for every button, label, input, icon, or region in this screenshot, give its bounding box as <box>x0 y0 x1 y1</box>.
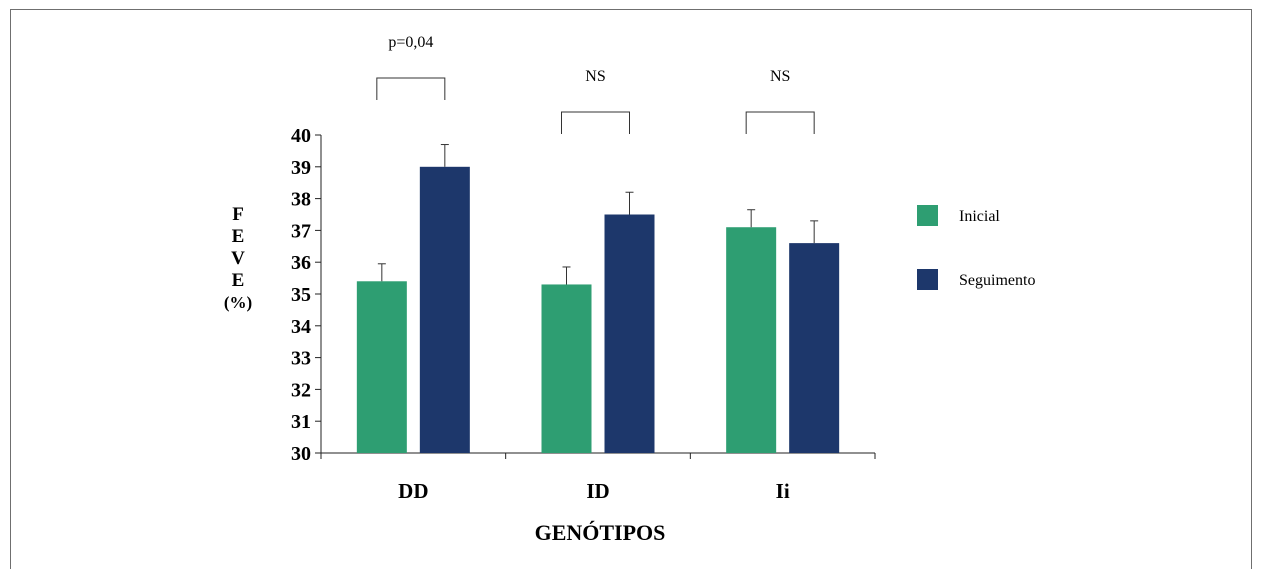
legend-label: Inicial <box>959 208 1000 225</box>
y-axis: 30 31 32 33 34 35 36 37 38 39 40 <box>291 125 322 465</box>
y-tick-label: 40 <box>291 125 311 147</box>
y-tick-label: 34 <box>291 316 311 338</box>
y-tick-label: 37 <box>291 220 311 242</box>
significance-bracket <box>376 77 446 100</box>
chart-frame <box>10 9 1252 569</box>
bar <box>356 281 407 453</box>
y-tick-label: 30 <box>291 443 311 465</box>
x-tick-label: DD <box>398 479 428 503</box>
bar <box>604 214 655 453</box>
x-tick-label: Ii <box>776 479 790 503</box>
y-axis-title-line: E <box>232 270 245 291</box>
legend: Inicial Seguimento <box>917 205 1035 290</box>
y-tick-label: 33 <box>291 348 311 370</box>
bar <box>541 284 592 453</box>
y-tick-label: 35 <box>291 284 311 306</box>
bar <box>726 227 777 453</box>
y-tick-label: 32 <box>291 379 311 401</box>
bars <box>356 144 840 454</box>
bar <box>789 243 840 453</box>
y-axis-title-line: V <box>231 248 245 269</box>
legend-swatch <box>917 205 938 226</box>
y-tick-label: 36 <box>291 252 311 274</box>
legend-swatch <box>917 269 938 290</box>
y-tick-label: 31 <box>291 411 311 433</box>
y-axis-title-line: E <box>232 226 245 247</box>
y-tick-label: 39 <box>291 157 311 179</box>
x-axis: DD ID Ii <box>320 452 876 503</box>
legend-label: Seguimento <box>959 272 1035 289</box>
y-axis-title-line: F <box>232 204 244 225</box>
significance-label: NS <box>585 68 605 85</box>
significance-bracket <box>745 111 815 134</box>
significance-label: p=0,04 <box>388 34 433 51</box>
y-tick-label: 38 <box>291 189 311 211</box>
significance-brackets: p=0,04 NS NS <box>376 34 815 134</box>
x-axis-title: GENÓTIPOS <box>535 520 666 545</box>
bar <box>419 166 470 454</box>
significance-label: NS <box>770 68 790 85</box>
x-tick-label: ID <box>586 479 609 503</box>
significance-bracket <box>561 111 630 134</box>
y-axis-title-line: (%) <box>224 293 252 312</box>
